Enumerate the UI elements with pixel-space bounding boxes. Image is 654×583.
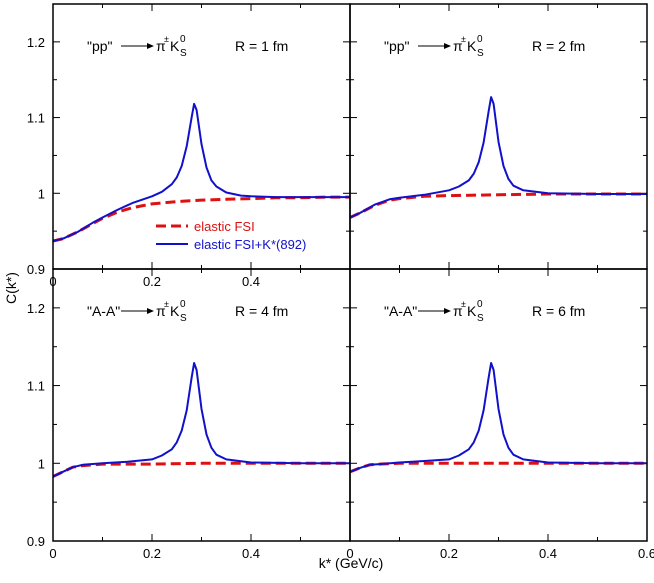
kaon-subscript: S [180, 48, 187, 59]
panel-top-left: 0 0.2 0.4 0.9 1 1.1 1.2 "pp" π± K 0 S R = 1 fm elasti… [27, 3, 351, 289]
panel-bottom-left: 0 0.2 0.40.911.11.2 "A-A" π± K 0S R = 4 fm [27, 268, 351, 561]
panel-annotation: "A-A" π± K 0 S R = 4 fm [87, 299, 288, 324]
system-label: "pp" [384, 38, 410, 54]
y-tick-label: 1 [38, 456, 45, 471]
arrowhead-icon [444, 43, 451, 49]
charge-superscript: ± [461, 299, 466, 309]
charge-superscript: ± [164, 34, 169, 44]
x-tick-label: 0.2 [143, 546, 161, 561]
y-tick-label: 1 [38, 186, 45, 201]
y-tick-label: 0.9 [27, 262, 45, 277]
y-tick-label: 1.1 [27, 379, 45, 394]
panel-bottom-right: 0 0.2 0.4 0.6"A-A" π± K 0S R = 6 fm [346, 268, 654, 561]
plot-frame [349, 268, 648, 542]
arrowhead-icon [444, 308, 451, 314]
kaon-superscript: 0 [180, 34, 186, 45]
x-tick-label: 0.2 [143, 274, 161, 289]
series-line-elastic-fsi [350, 192, 647, 219]
panel-top-right: "pp" π± K 0 S R = 2 fm [349, 3, 648, 270]
radius-label: R = 6 fm [532, 303, 585, 319]
y-tick-label: 0.9 [27, 534, 45, 549]
y-tick-label: 1.1 [27, 111, 45, 126]
kaon-superscript: 0 [180, 299, 186, 310]
kaon-subscript: S [477, 313, 484, 324]
decay-product-pion: π [156, 38, 166, 54]
x-tick-label: 0.4 [242, 274, 260, 289]
radius-label: R = 2 fm [532, 38, 585, 54]
y-tick-label: 1.2 [27, 301, 45, 316]
series-line-elastic-fsi-kstar [350, 96, 647, 219]
x-tick-label: 0 [49, 546, 56, 561]
x-tick-label: 0.4 [539, 546, 557, 561]
kaon-superscript: 0 [477, 34, 483, 45]
decay-product-kaon: K [170, 38, 180, 54]
series-line-elastic-fsi-kstar [53, 362, 350, 478]
decay-product-kaon: K [467, 38, 477, 54]
radius-label: R = 1 fm [235, 38, 288, 54]
series-line-elastic-fsi-kstar [350, 362, 647, 473]
decay-product-pion: π [453, 303, 463, 319]
panel-annotation: "pp" π± K 0 S R = 1 fm [87, 34, 288, 59]
decay-product-pion: π [156, 303, 166, 319]
kaon-subscript: S [477, 48, 484, 59]
series-line-elastic-fsi [53, 461, 350, 478]
kaon-subscript: S [180, 313, 187, 324]
system-label: "pp" [87, 38, 113, 54]
panel-annotation: "A-A" π± K 0 S R = 6 fm [384, 299, 585, 324]
decay-product-kaon: K [467, 303, 477, 319]
series-line-elastic-fsi-kstar [53, 102, 350, 242]
radius-label: R = 4 fm [235, 303, 288, 319]
series-line-elastic-fsi [350, 461, 647, 474]
y-tick-label: 1.2 [27, 35, 45, 50]
x-tick-label: 0.2 [440, 546, 458, 561]
system-label: "A-A" [87, 303, 120, 319]
legend: elastic FSI elastic FSI+K*(892) [156, 219, 306, 252]
legend-label-elastic-fsi: elastic FSI [194, 219, 255, 234]
x-tick-label: 0 [346, 546, 353, 561]
system-label: "A-A" [384, 303, 417, 319]
arrowhead-icon [147, 308, 154, 314]
charge-superscript: ± [461, 34, 466, 44]
x-axis-label: k* (GeV/c) [319, 555, 384, 571]
arrowhead-icon [147, 43, 154, 49]
legend-label-elastic-fsi-kstar: elastic FSI+K*(892) [194, 237, 306, 252]
x-tick-label: 0.6 [638, 546, 654, 561]
y-axis-label: C(k*) [3, 272, 19, 304]
charge-superscript: ± [164, 299, 169, 309]
kaon-superscript: 0 [477, 299, 483, 310]
decay-product-kaon: K [170, 303, 180, 319]
decay-product-pion: π [453, 38, 463, 54]
x-tick-label: 0.4 [242, 546, 260, 561]
panel-annotation: "pp" π± K 0 S R = 2 fm [384, 34, 585, 59]
